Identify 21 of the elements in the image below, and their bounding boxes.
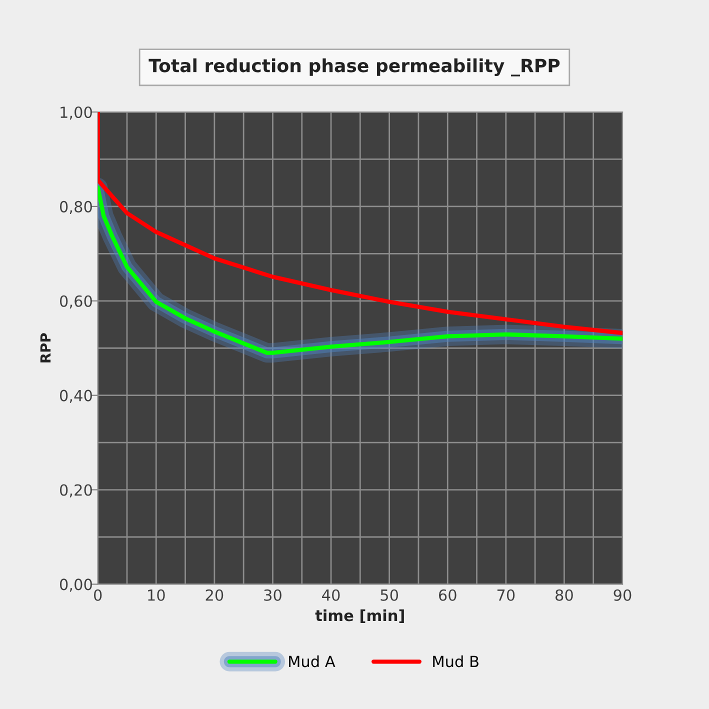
x-tick-label: 80 <box>556 589 573 601</box>
x-tick-label: 20 <box>206 589 224 601</box>
x-axis-title: time [min] <box>315 609 404 624</box>
y-tick-label: 0,80 <box>60 200 92 214</box>
x-tick-label: 30 <box>264 589 282 601</box>
y-tick-label: 0,40 <box>60 390 92 403</box>
x-tick-label: 40 <box>322 589 340 601</box>
y-axis-title: RPP <box>40 333 51 362</box>
x-tick-label: 60 <box>438 589 456 601</box>
x-tick-label: 70 <box>497 589 515 601</box>
legend-label: Mud A <box>289 655 336 668</box>
y-tick-label: 0,00 <box>60 578 92 592</box>
legend-label: Mud B <box>433 655 478 668</box>
y-tick-label: 1,00 <box>60 106 92 120</box>
x-tick-label: 90 <box>614 589 632 601</box>
chart-title: Total reduction phase permeability _RPP <box>148 58 560 76</box>
x-tick-label: 50 <box>380 589 398 601</box>
y-tick-label: 0,20 <box>60 484 92 498</box>
y-tick-label: 0,60 <box>60 295 92 308</box>
x-tick-label: 0 <box>94 589 102 601</box>
x-tick-label: 10 <box>148 589 165 601</box>
